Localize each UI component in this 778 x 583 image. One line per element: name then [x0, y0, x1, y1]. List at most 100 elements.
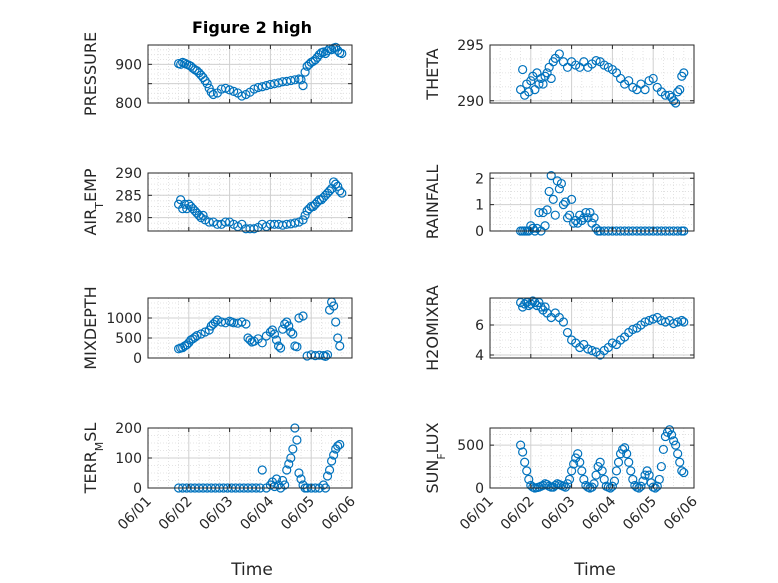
data-point [290, 218, 300, 228]
data-point [566, 194, 577, 204]
data-point [583, 344, 593, 354]
data-point [640, 85, 650, 95]
data-point [296, 75, 306, 85]
data-point [628, 324, 638, 335]
y-axis-label: AIRTEMP [81, 168, 106, 235]
data-point [636, 481, 646, 491]
y-axis-label: H2OMIXRA [423, 285, 442, 371]
subplot-h2omixra: 4 6 H2OMIXRA [423, 285, 695, 371]
data-point [337, 48, 347, 59]
data-point [668, 96, 679, 106]
data-point [679, 467, 689, 478]
data-point [562, 213, 573, 223]
data-point [333, 441, 343, 451]
data-point [613, 457, 624, 467]
data-point [560, 197, 571, 207]
data-point [180, 199, 190, 209]
data-point [544, 186, 554, 197]
data-point [534, 79, 544, 89]
data-point [607, 338, 618, 348]
data-point [575, 457, 585, 467]
data-point [298, 80, 308, 91]
data-point [520, 299, 530, 309]
data-point [579, 213, 589, 223]
data-point [660, 431, 671, 442]
y-tick-label: 1000 [106, 311, 142, 327]
data-point [569, 218, 579, 228]
y-tick-label: 6 [475, 318, 484, 334]
data-point [524, 87, 534, 97]
x-tick-label: 06/01 [115, 494, 155, 534]
y-tick-label: 0 [475, 224, 484, 240]
data-point [569, 459, 579, 469]
data-point [546, 171, 556, 181]
y-tick-label: 200 [115, 421, 142, 437]
y-axis-label: TERRMSL [81, 423, 106, 495]
data-point [280, 480, 290, 490]
data-point [206, 87, 216, 97]
data-point [640, 317, 650, 327]
data-point [540, 221, 550, 231]
data-point [335, 439, 345, 450]
data-point [558, 317, 569, 327]
subplot-rainfall: 0 1 2 RAINFALL [423, 165, 695, 240]
subplot-theta: 290 295 THETA [423, 38, 695, 110]
data-point [273, 341, 284, 351]
data-point [666, 430, 677, 440]
data-point [257, 465, 267, 475]
data-point [322, 46, 333, 56]
data-point [257, 82, 267, 92]
data-point [198, 210, 208, 220]
data-point [288, 444, 298, 454]
data-point [566, 466, 577, 476]
data-point [286, 453, 296, 463]
data-point [520, 457, 530, 467]
data-point [284, 459, 294, 469]
data-point [331, 179, 341, 189]
y-tick-label: 280 [115, 211, 142, 227]
y-tick-label: 0 [133, 351, 142, 367]
y-tick-label: 100 [115, 451, 142, 467]
y-tick-label: 0 [133, 481, 142, 497]
data-point [192, 331, 202, 341]
data-point [671, 440, 681, 450]
data-point [562, 327, 573, 338]
y-tick-label: 800 [115, 96, 142, 112]
data-point [528, 223, 538, 233]
data-point [335, 341, 345, 351]
data-point [515, 440, 526, 450]
figure-title: Figure 2 high [192, 18, 312, 37]
x-tick-label: 06/06 [319, 493, 359, 533]
data-point [337, 188, 347, 198]
data-point [296, 474, 306, 484]
y-axis-label: SUNFLUX [423, 422, 448, 493]
data-point [640, 470, 650, 480]
data-point [599, 474, 609, 485]
axes-box [147, 297, 353, 359]
data-point [554, 184, 564, 194]
data-point [194, 210, 204, 220]
data-point [675, 457, 685, 467]
data-point [654, 474, 664, 485]
data-point [577, 215, 587, 226]
data-point [518, 64, 528, 75]
data-point [292, 435, 302, 445]
data-point [656, 461, 666, 472]
x-tick-label: 06/02 [156, 494, 196, 534]
data-point [620, 443, 630, 453]
data-point [626, 466, 636, 476]
axes-box [489, 172, 695, 232]
plot-area [490, 173, 694, 231]
data-point [581, 207, 591, 218]
data-point [534, 207, 544, 218]
data-point [548, 194, 558, 204]
data-point [677, 466, 687, 476]
data-point [324, 186, 335, 196]
y-tick-label: 500 [115, 331, 142, 347]
x-tick-label: 06/01 [457, 494, 497, 534]
x-tick-label: 06/06 [661, 493, 701, 533]
data-point [524, 474, 534, 485]
subplot-terr-msl: 0 100 200 06/01 06/02 06/03 06/04 06/05 06/06 TER… [81, 421, 359, 533]
data-point [550, 210, 560, 220]
